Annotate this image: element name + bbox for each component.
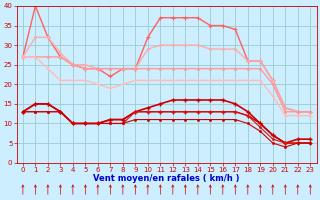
X-axis label: Vent moyen/en rafales ( km/h ): Vent moyen/en rafales ( km/h ) (93, 174, 240, 183)
